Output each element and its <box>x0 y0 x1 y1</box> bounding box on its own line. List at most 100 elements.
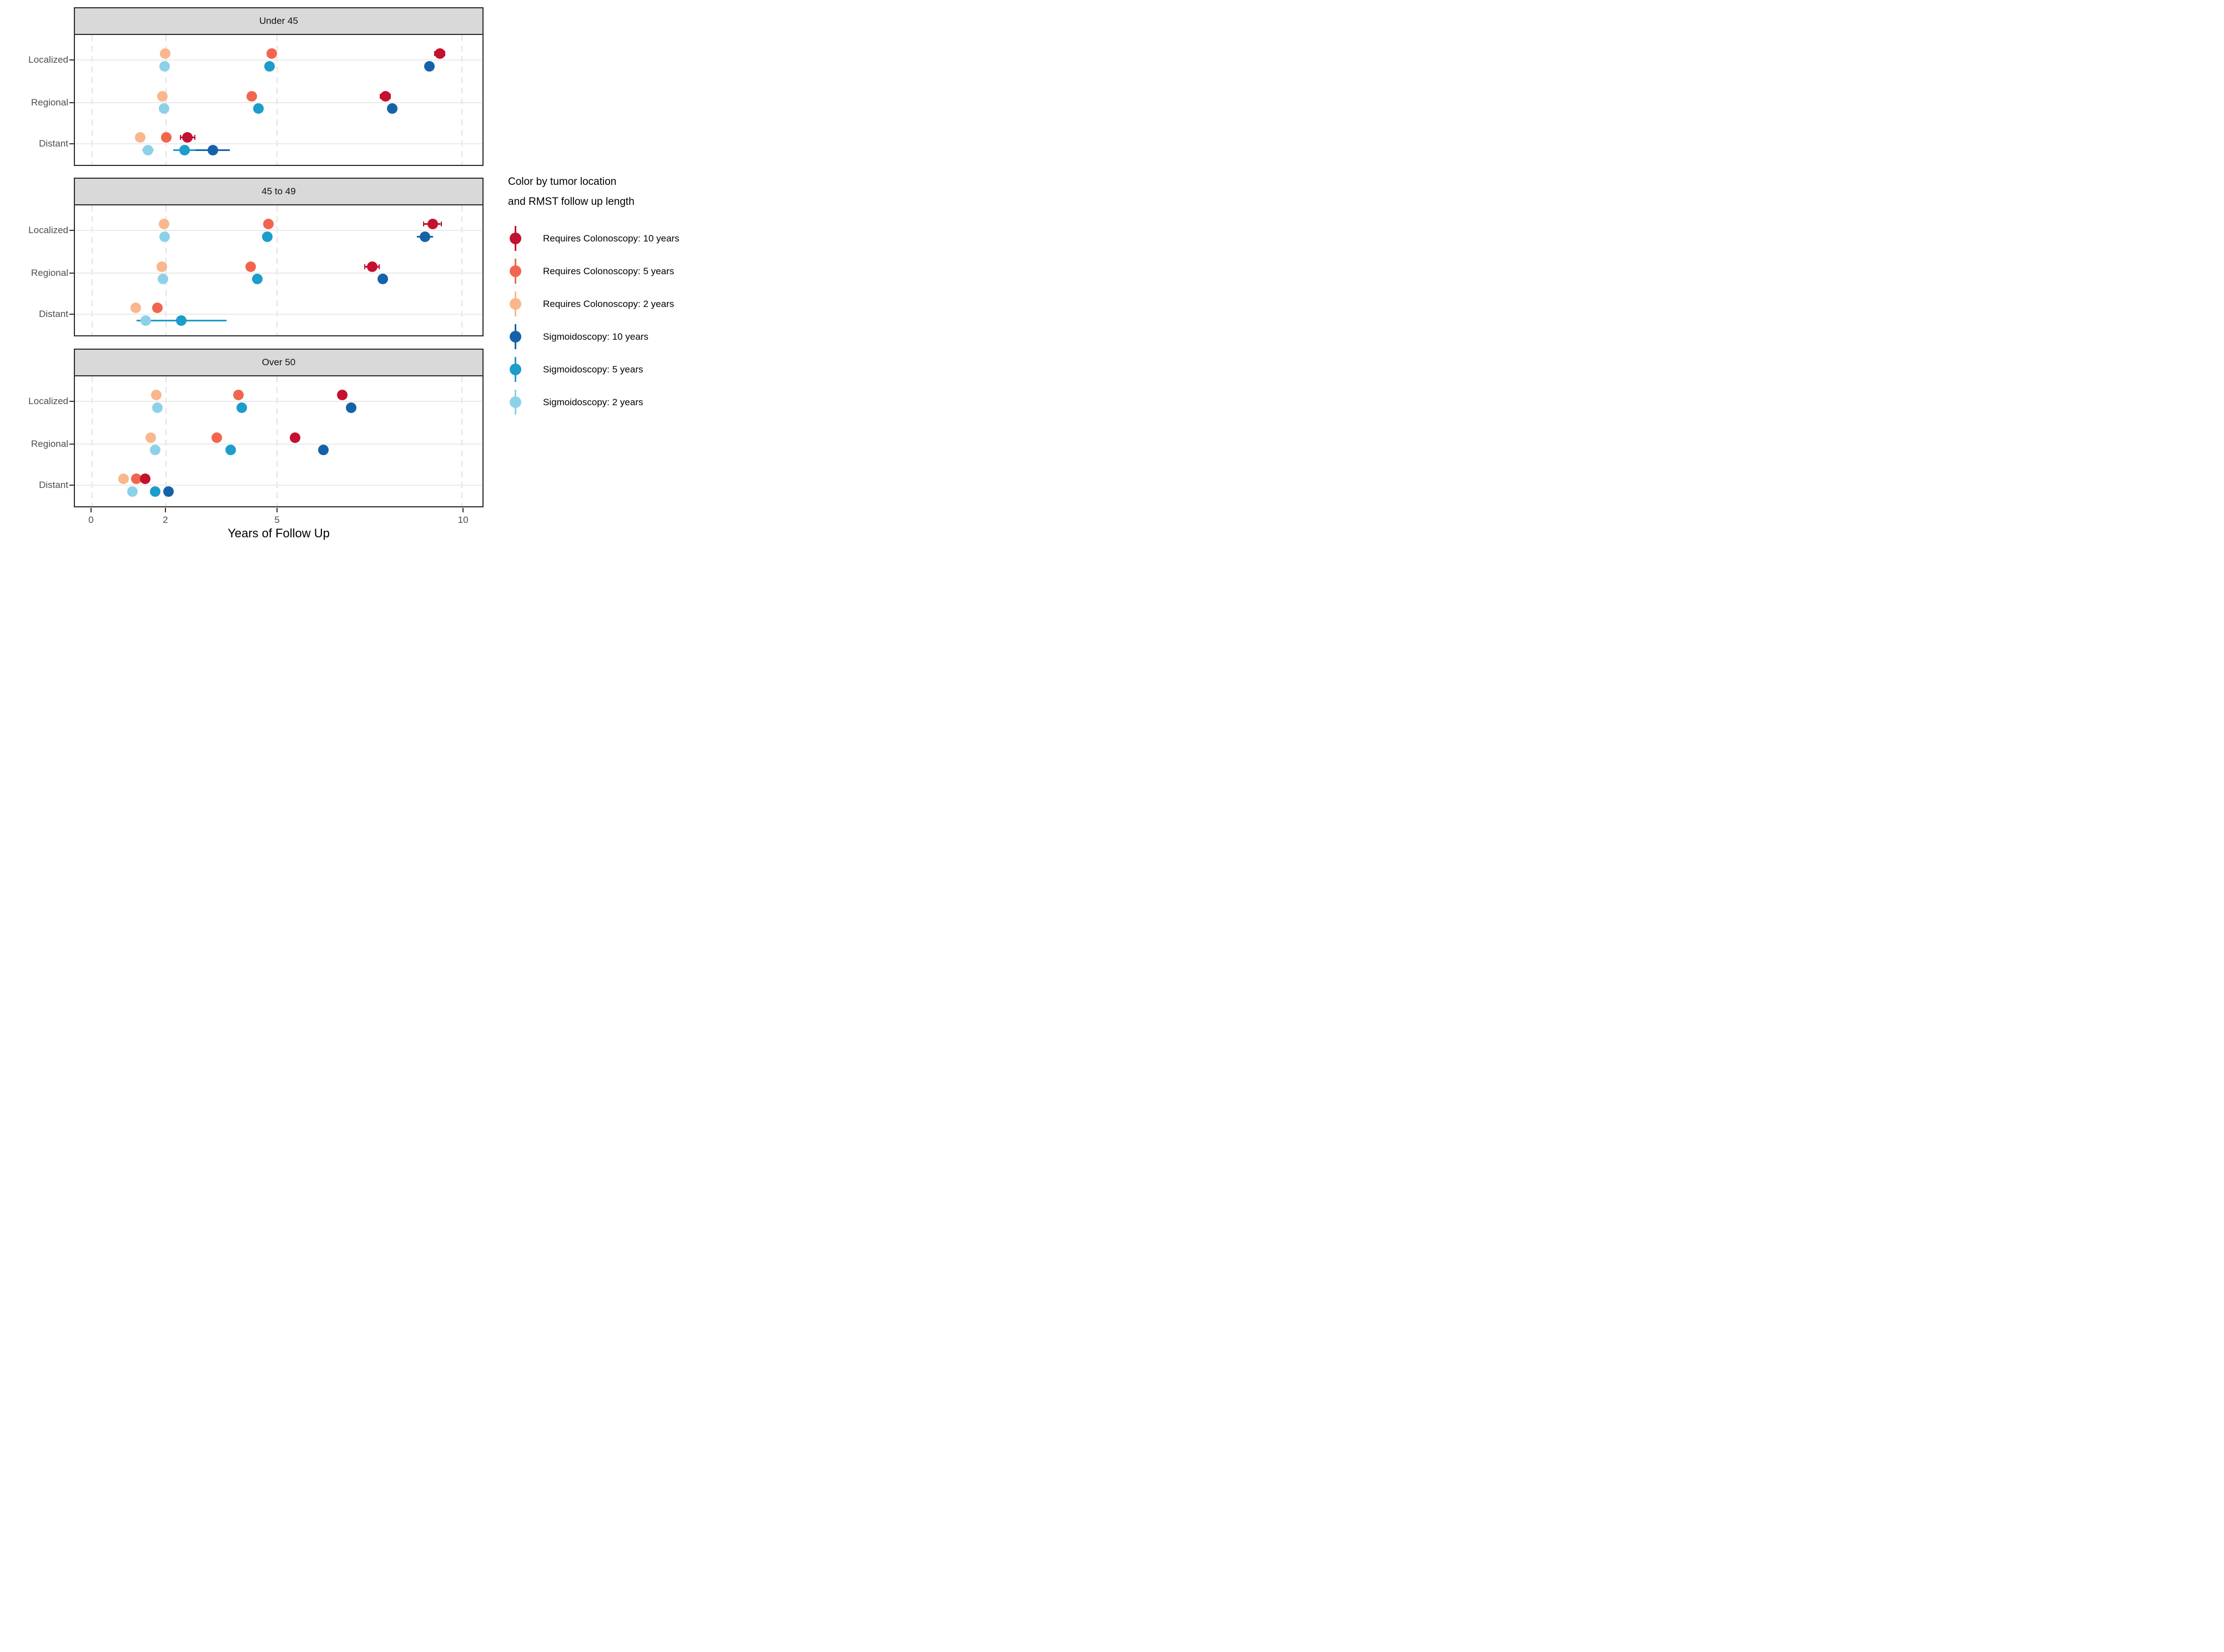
data-point-s5 <box>225 445 237 456</box>
y-axis-label: Regional <box>31 267 68 278</box>
gridline-vertical <box>165 205 167 335</box>
gridline-horizontal <box>75 484 482 486</box>
plot-area-under-45 <box>74 35 484 166</box>
legend: Color by tumor location and RMST follow … <box>508 172 740 419</box>
plot-area-over-50 <box>74 376 484 507</box>
x-axis-tick <box>462 508 464 512</box>
facet-panel-over-50: Over 50 <box>74 349 484 507</box>
gridline-horizontal <box>75 400 482 402</box>
data-point-c5 <box>245 261 256 272</box>
data-point-s10 <box>163 486 174 497</box>
data-point-c5 <box>233 390 244 401</box>
pointrange-icon <box>508 386 522 419</box>
data-point-s2 <box>158 274 169 285</box>
x-axis: 0 2 5 10 <box>74 508 484 541</box>
y-axis-tick <box>69 313 74 315</box>
data-point-s2 <box>140 315 151 326</box>
x-axis-tick <box>276 508 278 512</box>
data-point-c2 <box>159 219 170 230</box>
y-axis-tick <box>69 272 74 274</box>
legend-dot <box>509 396 521 408</box>
facet-strip: Over 50 <box>74 349 484 376</box>
figure-canvas: Under 45 45 to 49 Over 50 Localized Regio… <box>0 0 741 551</box>
pointrange-icon <box>508 320 522 353</box>
gridline-horizontal <box>75 443 482 445</box>
legend-item-sigmoidoscopy-2y: Sigmoidoscopy: 2 years <box>508 386 740 419</box>
y-axis-tick <box>69 400 74 402</box>
legend-item-sigmoidoscopy-5y: Sigmoidoscopy: 5 years <box>508 353 740 386</box>
facet-title: Under 45 <box>259 16 298 26</box>
data-point-s10 <box>387 103 398 114</box>
pointrange-icon <box>508 288 522 320</box>
gridline-horizontal <box>75 313 482 315</box>
facet-title: Over 50 <box>261 357 296 367</box>
legend-dot <box>509 233 521 244</box>
facet-strip: 45 to 49 <box>74 178 484 205</box>
data-point-s5 <box>179 144 190 155</box>
data-point-s5 <box>264 61 275 72</box>
y-axis-tick <box>69 102 74 103</box>
gridline-vertical <box>91 205 93 335</box>
y-axis-label: Distant <box>39 308 68 319</box>
data-point-c10 <box>182 132 193 143</box>
data-point-c5 <box>263 219 274 230</box>
legend-title: Color by tumor location and RMST follow … <box>508 176 635 208</box>
x-axis-tick-label: 10 <box>457 515 469 525</box>
x-axis-title: Years of Follow Up <box>228 526 330 540</box>
data-point-c2 <box>150 390 162 401</box>
y-axis-label: Localized <box>28 54 68 65</box>
data-point-s10 <box>424 61 435 72</box>
legend-dot <box>509 265 521 277</box>
gridline-vertical <box>91 376 93 506</box>
gridline-vertical <box>165 376 167 506</box>
data-point-s2 <box>152 402 163 413</box>
data-point-s2 <box>149 445 160 456</box>
gridline-horizontal <box>75 59 482 61</box>
gridline-horizontal <box>75 229 482 231</box>
data-point-c10 <box>336 390 348 401</box>
data-point-s5 <box>237 402 248 413</box>
x-axis-tick <box>164 508 166 512</box>
data-point-c10 <box>434 48 445 59</box>
data-point-c10 <box>139 474 150 485</box>
data-point-s10 <box>378 274 389 285</box>
data-point-c5 <box>160 132 172 143</box>
gridline-vertical <box>461 205 463 335</box>
legend-dot <box>509 331 521 343</box>
data-point-s5 <box>175 315 187 326</box>
gridline-vertical <box>276 376 278 506</box>
gridline-vertical <box>276 205 278 335</box>
legend-dot <box>509 364 521 375</box>
data-point-s2 <box>142 144 153 155</box>
x-axis-tick-label: 0 <box>88 515 94 525</box>
x-axis-tick-label: 2 <box>163 515 168 525</box>
data-point-c5 <box>266 48 277 59</box>
y-axis-label: Localized <box>28 395 68 406</box>
data-point-s10 <box>207 144 218 155</box>
legend-dot <box>509 298 521 310</box>
facet-strip: Under 45 <box>74 7 484 35</box>
data-point-s5 <box>252 274 263 285</box>
x-axis-tick-label: 5 <box>274 515 280 525</box>
legend-item-colonoscopy-5y: Requires Colonoscopy: 5 years <box>508 255 740 288</box>
data-point-c2 <box>145 432 157 443</box>
data-point-s10 <box>420 231 431 242</box>
data-point-c10 <box>366 261 378 272</box>
gridline-vertical <box>91 35 93 165</box>
data-point-c2 <box>130 303 141 314</box>
data-point-c10 <box>380 90 391 102</box>
data-point-s5 <box>262 231 273 242</box>
gridline-horizontal <box>75 143 482 144</box>
gridline-vertical <box>461 376 463 506</box>
y-axis-label: Regional <box>31 97 68 108</box>
plot-area-45-to-49 <box>74 205 484 336</box>
legend-item-colonoscopy-2y: Requires Colonoscopy: 2 years <box>508 288 740 320</box>
legend-item-sigmoidoscopy-10y: Sigmoidoscopy: 10 years <box>508 320 740 353</box>
pointrange-icon <box>508 353 522 386</box>
facet-panel-45-to-49: 45 to 49 <box>74 178 484 336</box>
gridline-horizontal <box>75 272 482 274</box>
data-point-s10 <box>318 445 329 456</box>
y-axis-label: Distant <box>39 138 68 149</box>
data-point-s5 <box>253 103 264 114</box>
data-point-c10 <box>427 219 438 230</box>
